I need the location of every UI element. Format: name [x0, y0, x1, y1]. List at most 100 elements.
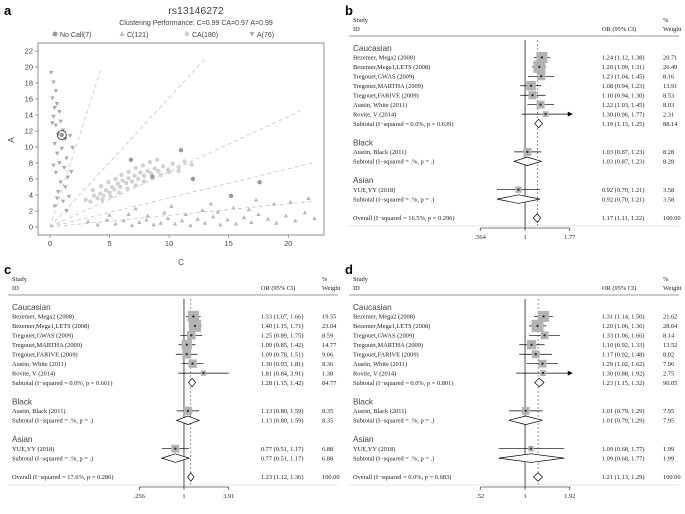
point-c121-15 [202, 220, 208, 225]
y-tick-label-22: 22 [25, 47, 33, 56]
point-nocall7-0 [59, 132, 65, 138]
row-weight-5: 8.53 [663, 92, 674, 99]
point-c121-27 [302, 210, 308, 215]
row-ci-14: 0.77 (0.51, 1.17) [261, 455, 304, 462]
point-nocall7-2 [178, 148, 184, 153]
overall-diamond-15 [532, 213, 542, 223]
guide-line-4 [49, 201, 313, 228]
ci-arrow-7 [567, 111, 573, 117]
row-label-11: Subtotal (I−squared = .%, p = .) [353, 418, 434, 425]
header-study: Study [353, 276, 369, 283]
row-ci-13: 0.92 (0.70, 1.21) [602, 187, 645, 194]
point-estimate-7 [541, 371, 545, 375]
point-c121-31 [145, 213, 150, 218]
point-ca180-37 [140, 163, 146, 168]
point-ca180-31 [98, 184, 104, 189]
y-tick-label-12: 12 [25, 127, 33, 136]
group-label-9: Black [12, 397, 33, 406]
scatter-y-ticks: 0 2 4 6 8 10 12 14 16 18 20 22 [25, 47, 38, 232]
scatter-y-label: A [7, 137, 16, 143]
point-ca180-20 [145, 168, 150, 174]
row-ci-7: 1.81 (0.84, 3.91) [261, 370, 304, 377]
point-nocall7-4 [190, 176, 196, 182]
point-a76-1 [51, 80, 56, 85]
header-id: ID [12, 285, 19, 292]
row-ci-2: 1.20 (1.09, 1.31) [602, 64, 645, 71]
point-c121-25 [283, 213, 289, 218]
point-ca180-41 [108, 194, 113, 199]
row-ci-5: 1.17 (0.92, 1.48) [602, 351, 645, 358]
group-label-12: Asian [12, 435, 33, 444]
row-ci-6: 1.22 (1.03, 1.45) [602, 102, 645, 109]
point-ca180-16 [132, 173, 137, 178]
row-label-1: Bezemer, Mega2 (2008) [353, 55, 415, 62]
point-ca180-49 [176, 168, 181, 174]
point-c121-44 [253, 197, 259, 202]
header-weight-pct: % [663, 17, 669, 24]
point-c121-21 [249, 220, 254, 224]
x-tick-label-15: 15 [224, 239, 232, 248]
row-ci-10: 1.01 (0.79, 1.29) [602, 408, 645, 415]
point-ca180-36 [133, 165, 138, 170]
point-estimate-1 [540, 56, 544, 59]
x-axis-tick-label-1: 1 [182, 493, 185, 500]
point-estimate-4 [530, 343, 533, 346]
point-estimate-10 [526, 150, 529, 154]
point-estimate-10 [186, 409, 190, 413]
row-label-11: Subtotal (I−squared = .%, p = .) [12, 418, 93, 425]
row-ci-13: 0.77 (0.51, 1.17) [261, 446, 304, 453]
row-weight-6: 7.96 [663, 361, 674, 368]
point-ca180-17 [135, 176, 141, 182]
scatter-x-label: C [178, 258, 184, 267]
row-weight-11: 8.28 [663, 159, 674, 166]
point-a76-12 [63, 137, 68, 142]
row-ci-2: 1.40 (1.15, 1.71) [261, 323, 304, 330]
row-label-5: Tregouet,FARIVE (2009) [353, 351, 419, 358]
scatter-legend: No Call(7) C(121) CA(180) A(76) [52, 31, 274, 39]
point-nocall7-3 [150, 174, 155, 179]
row-ci-5: 1.10 (0.94, 1.30) [602, 92, 645, 99]
point-a76-23 [56, 190, 61, 194]
row-label-15: Overall (I−squared = 0.0%, p = 0.683) [353, 474, 451, 481]
row-weight-15: 100.00 [663, 215, 681, 222]
row-label-15: Overall (I−squared = 17.6%, p = 0.286) [12, 474, 114, 481]
row-label-13: YUE,YY (2018) [353, 446, 395, 453]
row-ci-4: 1.08 (0.94, 1.23) [602, 83, 645, 90]
row-label-3: Tregouet,GWAS (2009) [12, 333, 73, 340]
row-label-3: Tregouet,GWAS (2009) [353, 74, 414, 81]
point-c121-13 [188, 223, 193, 228]
point-ca180-26 [170, 161, 175, 166]
row-weight-2: 23.04 [322, 323, 337, 330]
row-label-13: YUE,YY (2018) [12, 446, 54, 453]
point-ca180-24 [160, 164, 166, 169]
y-tick-label-14: 14 [25, 111, 33, 120]
subtotal-diamond-11 [508, 415, 543, 425]
point-estimate-6 [541, 362, 544, 365]
point-ca180-13 [123, 180, 129, 186]
point-ca180-30 [90, 188, 96, 193]
scatter-guide-lines [49, 58, 313, 228]
row-weight-3: 8.14 [663, 333, 675, 340]
point-c121-18 [225, 217, 230, 222]
row-label-6: Austin, White (2011) [353, 361, 407, 368]
row-weight-4: 13.52 [663, 342, 677, 349]
ci-arrow-7 [567, 370, 573, 376]
overall-diamond-15 [187, 472, 195, 482]
row-weight-8: 88.14 [663, 121, 678, 128]
point-ca180-18 [138, 170, 143, 175]
row-weight-7: 2.31 [663, 111, 674, 118]
point-a76-26 [52, 204, 57, 209]
point-c121-5 [129, 223, 135, 228]
point-ca180-28 [182, 159, 187, 164]
point-c121-8 [151, 222, 156, 227]
point-a76-11 [56, 132, 61, 137]
row-label-3: Tregouet,GWAS (2009) [353, 333, 414, 340]
point-a76-19 [53, 170, 59, 175]
row-ci-1: 1.31 (1.14, 1.50) [602, 314, 645, 321]
point-c121-3 [113, 221, 118, 226]
panel-d-letter: d [345, 262, 353, 277]
point-estimate-5 [185, 353, 189, 356]
row-ci-1: 1.33 (1.07, 1.66) [261, 314, 304, 321]
point-ca180-48 [166, 169, 172, 174]
